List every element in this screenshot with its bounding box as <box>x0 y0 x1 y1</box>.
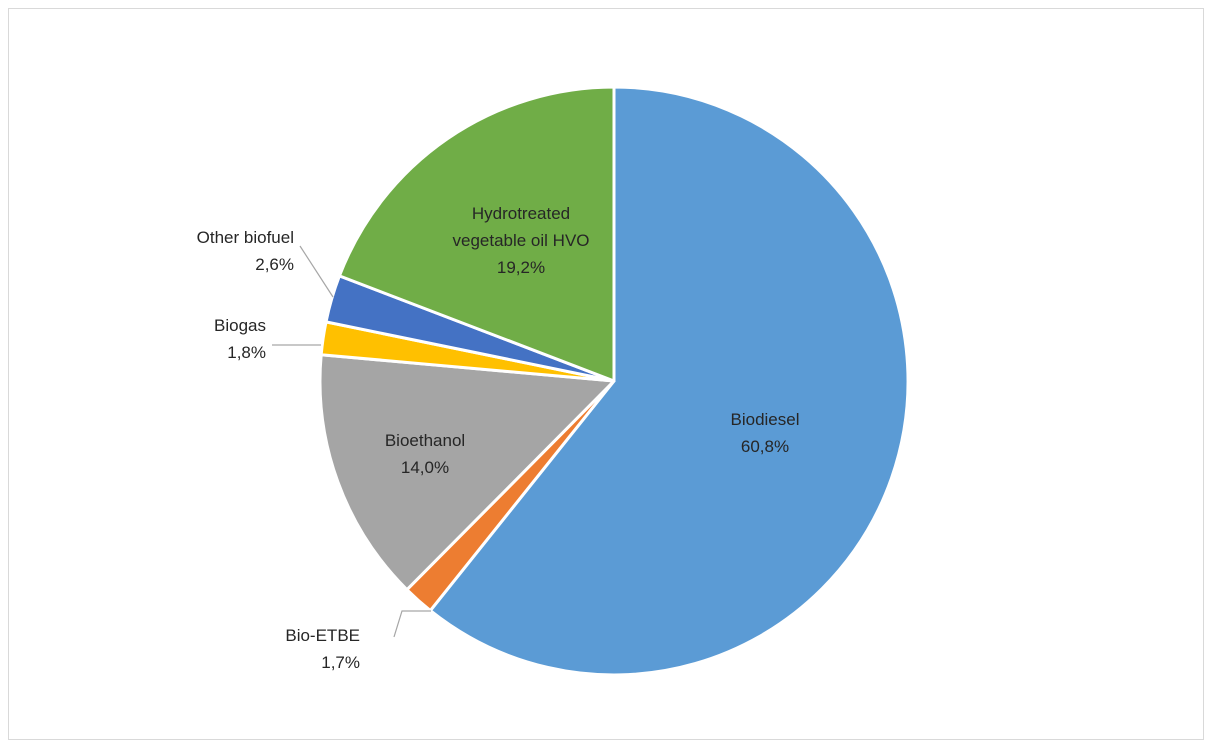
data-label-hydrotreated-vegetable-oil-hvo: Hydrotreated vegetable oil HVO 19,2% <box>452 204 589 277</box>
data-label-other-biofuel: Other biofuel 2,6% <box>197 228 294 274</box>
data-label-bioethanol: Bioethanol 14,0% <box>385 431 465 477</box>
data-label-bio-etbe: Bio-ETBE 1,7% <box>285 626 360 672</box>
data-label-biogas: Biogas 1,8% <box>214 316 266 362</box>
data-label-biodiesel: Biodiesel 60,8% <box>731 410 800 456</box>
leader-line-other-biofuel <box>299 245 334 298</box>
pie-slice-biodiesel <box>428 85 910 677</box>
pie-slice-bioethanol <box>318 353 616 592</box>
pie-slice-hydrotreated-vegetable-oil-hvo <box>337 85 616 383</box>
leader-line-bio-etbe <box>393 610 431 638</box>
